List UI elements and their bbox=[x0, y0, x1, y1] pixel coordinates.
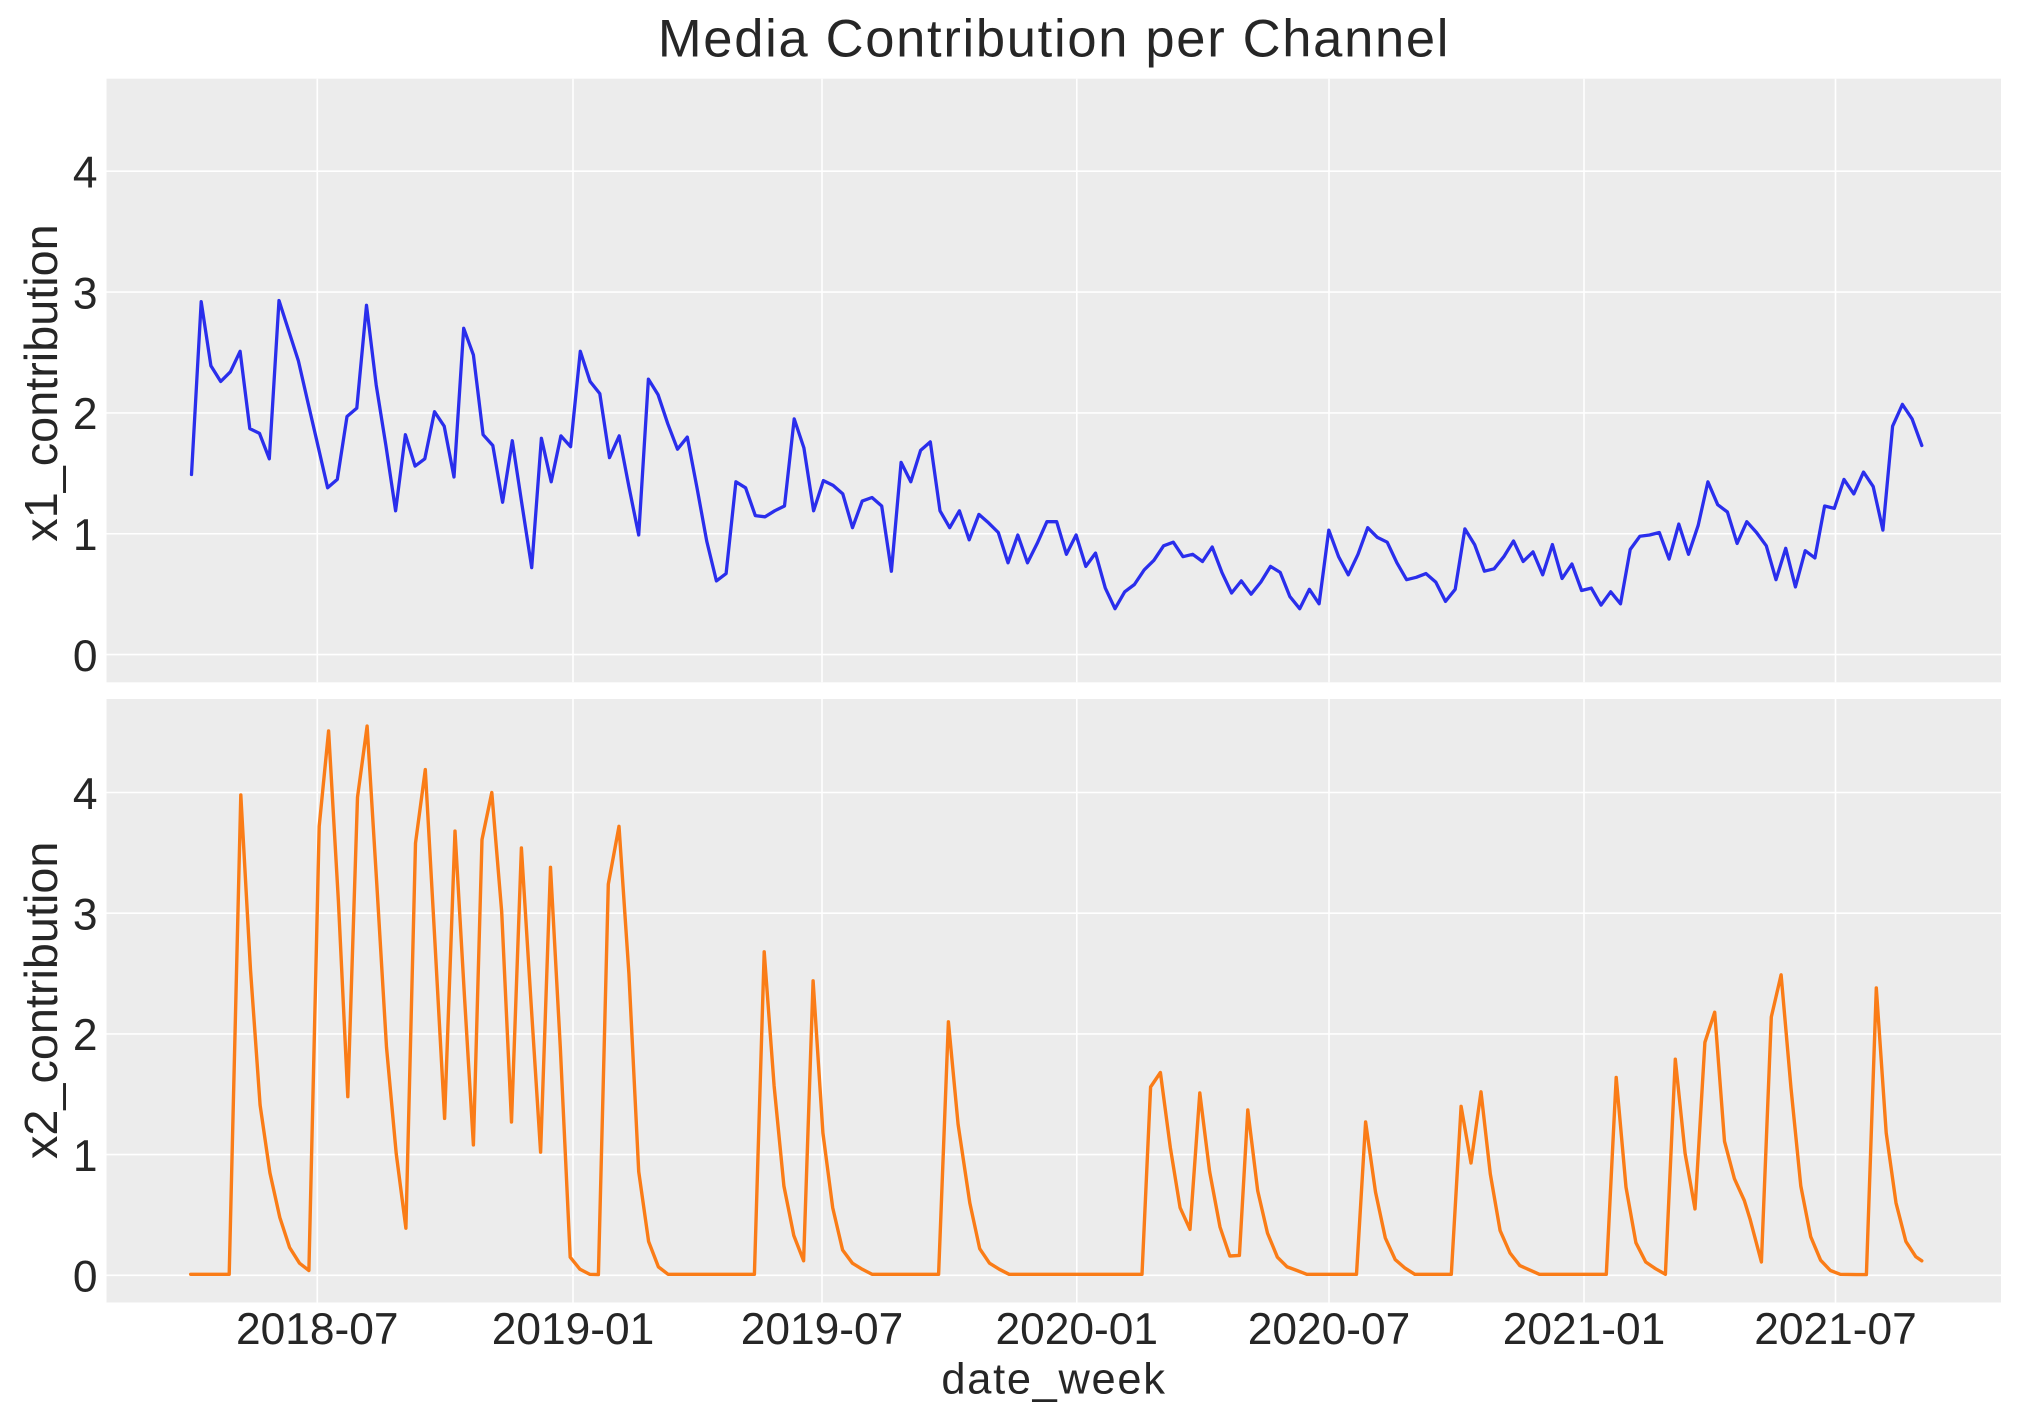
svg-text:2018-07: 2018-07 bbox=[236, 1305, 399, 1354]
svg-text:date_week: date_week bbox=[941, 1356, 1166, 1404]
svg-text:Media Contribution per Channel: Media Contribution per Channel bbox=[658, 9, 1450, 68]
svg-text:2: 2 bbox=[73, 1011, 98, 1060]
svg-text:0: 0 bbox=[73, 632, 98, 681]
svg-text:1: 1 bbox=[73, 511, 98, 560]
svg-text:2020-01: 2020-01 bbox=[996, 1305, 1159, 1354]
svg-text:x2_contribution: x2_contribution bbox=[15, 842, 67, 1159]
svg-text:3: 3 bbox=[73, 891, 98, 940]
svg-text:4: 4 bbox=[73, 149, 98, 198]
svg-text:4: 4 bbox=[73, 770, 98, 819]
svg-text:2: 2 bbox=[73, 390, 98, 439]
svg-text:0: 0 bbox=[73, 1253, 98, 1302]
svg-text:1: 1 bbox=[73, 1132, 98, 1181]
svg-text:2021-01: 2021-01 bbox=[1503, 1305, 1666, 1354]
svg-text:3: 3 bbox=[73, 269, 98, 318]
svg-text:2019-01: 2019-01 bbox=[492, 1305, 655, 1354]
svg-text:2021-07: 2021-07 bbox=[1754, 1305, 1917, 1354]
svg-text:2019-07: 2019-07 bbox=[741, 1305, 904, 1354]
svg-text:2020-07: 2020-07 bbox=[1248, 1305, 1411, 1354]
svg-text:x1_contribution: x1_contribution bbox=[15, 224, 67, 541]
